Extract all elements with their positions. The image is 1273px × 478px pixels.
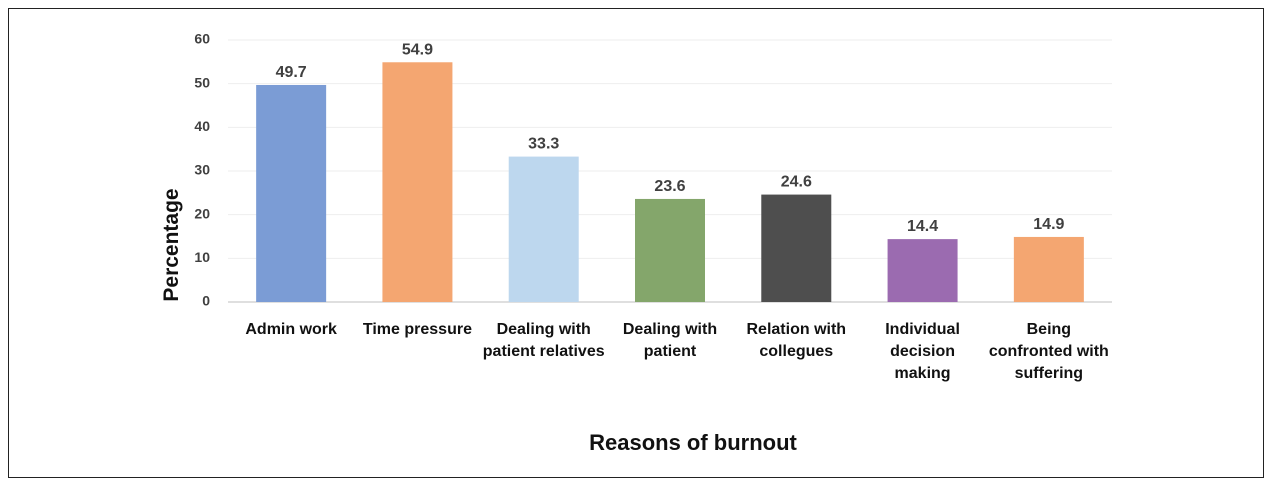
bar bbox=[256, 84, 327, 302]
x-tick-label: Admin work bbox=[245, 321, 337, 338]
x-axis-title: Reasons of burnout bbox=[589, 430, 797, 455]
bar bbox=[508, 156, 579, 302]
y-tick-label: 60 bbox=[194, 31, 210, 47]
value-label: 14.4 bbox=[907, 218, 938, 235]
y-axis-label: Percentage bbox=[160, 188, 183, 301]
value-label: 23.6 bbox=[654, 178, 685, 195]
y-tick-label: 40 bbox=[194, 118, 210, 134]
x-tick-label: Relation with collegues bbox=[746, 321, 847, 360]
bar bbox=[887, 239, 958, 302]
page: {"chart_data": {"type": "bar", "x_label"… bbox=[8, 8, 1264, 478]
bar bbox=[382, 62, 453, 302]
value-label: 24.6 bbox=[781, 174, 812, 191]
y-tick-label: 20 bbox=[194, 205, 210, 221]
y-tick-label: 30 bbox=[194, 162, 210, 178]
chart: Percentage 0 10 20 30 40 50 60 49.7 54.9 33.3 23.6… bbox=[160, 31, 1112, 309]
value-label: 54.9 bbox=[402, 41, 433, 58]
x-tick-label: Individual decision making bbox=[885, 321, 960, 382]
x-tick-label: Dealing with patient bbox=[622, 321, 718, 360]
x-tick-label: Dealing with patient relatives bbox=[482, 321, 605, 360]
y-tick-label: 10 bbox=[194, 249, 210, 265]
bar bbox=[635, 198, 705, 302]
x-tick-label: Time pressure bbox=[362, 321, 472, 338]
bar bbox=[761, 194, 832, 302]
y-tick-label: 0 bbox=[202, 293, 210, 309]
y-tick-label: 50 bbox=[194, 74, 210, 90]
value-label: 14.9 bbox=[1033, 216, 1064, 233]
value-label: 33.3 bbox=[528, 136, 559, 153]
value-label: 49.7 bbox=[276, 64, 307, 81]
bar bbox=[1013, 236, 1084, 302]
x-tick-label: Being confronted with suffering bbox=[988, 321, 1109, 382]
